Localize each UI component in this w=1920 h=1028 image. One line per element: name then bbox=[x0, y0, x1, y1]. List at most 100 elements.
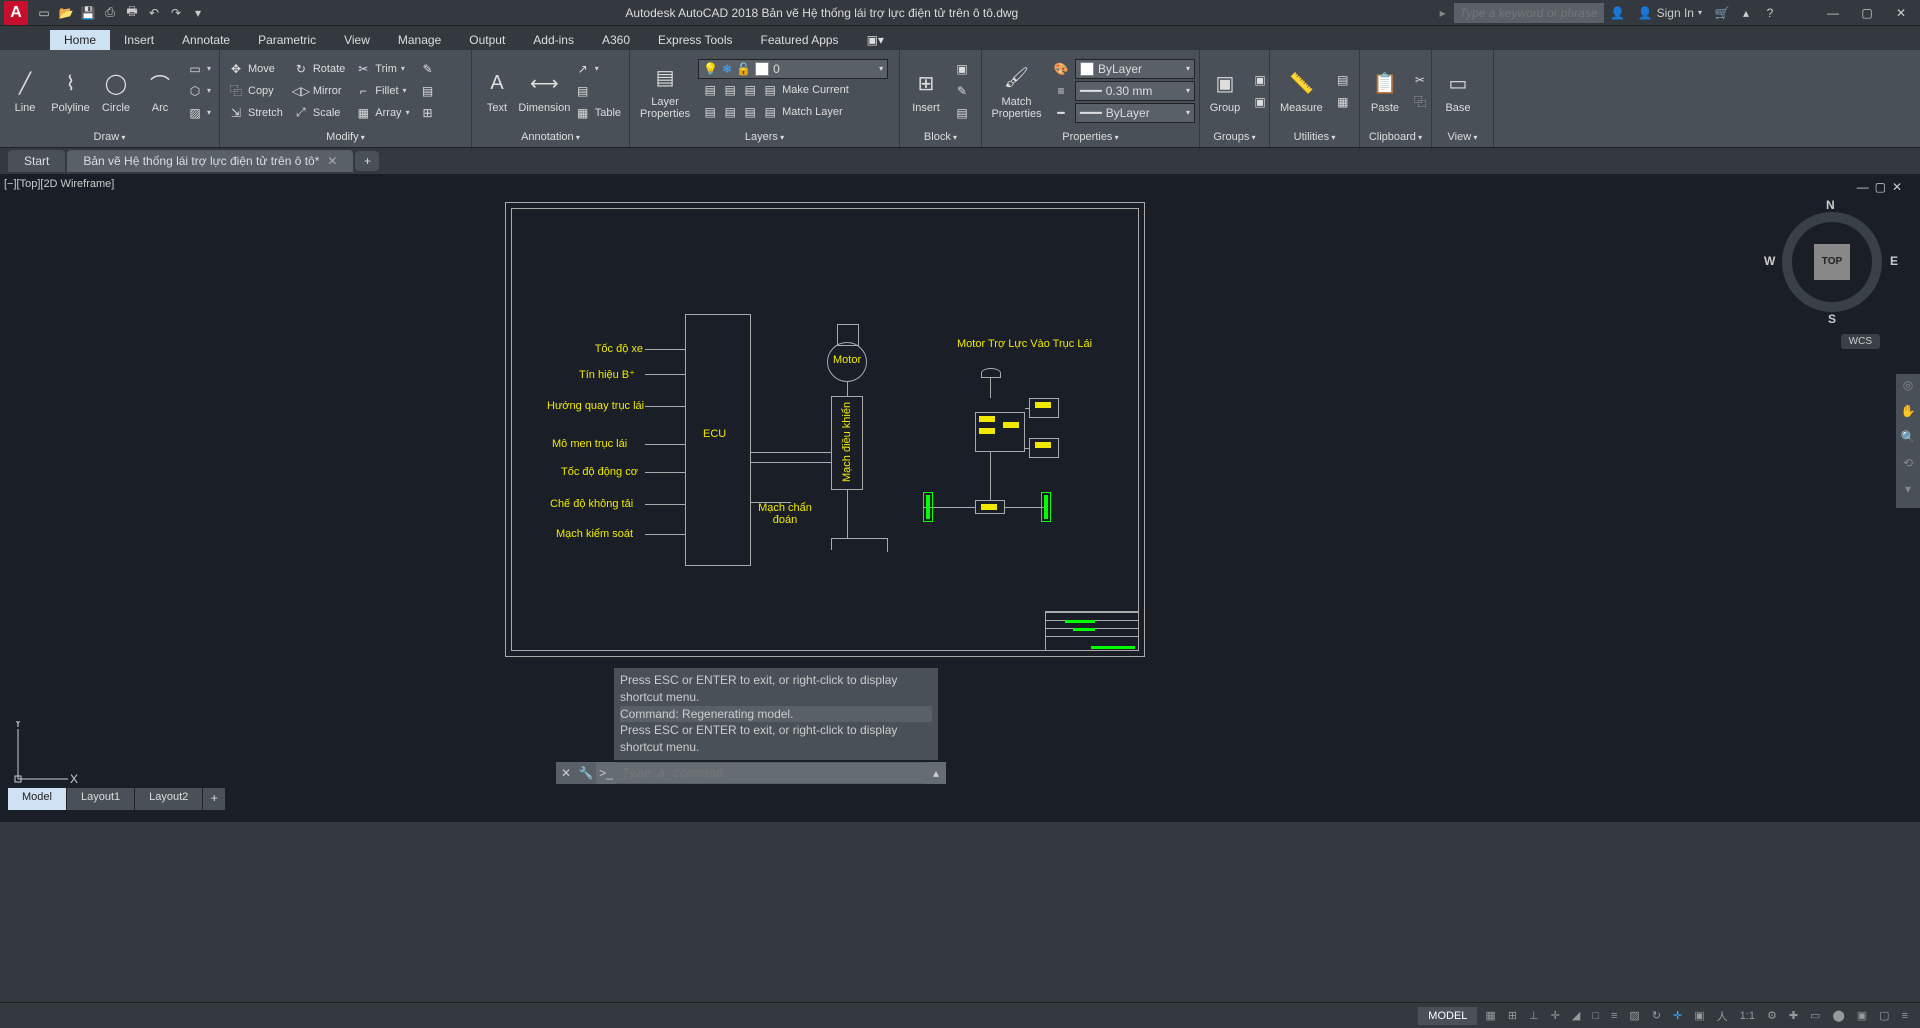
status-clean-icon[interactable]: ▢ bbox=[1875, 1007, 1893, 1024]
status-dyn-input-icon[interactable]: ✛ bbox=[1669, 1007, 1686, 1024]
save-icon[interactable]: 💾 bbox=[78, 3, 98, 23]
qat-dropdown-icon[interactable]: ▾ bbox=[188, 3, 208, 23]
scale-button[interactable]: ⤢Scale bbox=[289, 102, 349, 124]
app-logo[interactable]: A bbox=[4, 1, 28, 25]
tab-start[interactable]: Start bbox=[8, 150, 65, 172]
drawing-viewport[interactable]: [−][Top][2D Wireframe] — ▢ ✕ ECU Tốc độ … bbox=[0, 174, 1920, 822]
tab-view[interactable]: View bbox=[330, 30, 384, 50]
block-ext3[interactable]: ▤ bbox=[950, 102, 974, 124]
status-scale-value[interactable]: 1:1 bbox=[1736, 1008, 1759, 1024]
tab-overflow-icon[interactable]: ▣▾ bbox=[853, 30, 898, 50]
undo-icon[interactable]: ↶ bbox=[144, 3, 164, 23]
move-button[interactable]: ✥Move bbox=[224, 58, 287, 80]
status-hardware-icon[interactable]: ⬤ bbox=[1828, 1007, 1848, 1024]
block-ext2[interactable]: ✎ bbox=[950, 80, 974, 102]
modify-ext2[interactable]: ▤ bbox=[416, 80, 440, 102]
copy-button[interactable]: ⿻Copy bbox=[224, 80, 287, 102]
tab-express[interactable]: Express Tools bbox=[644, 30, 746, 50]
group-ext2[interactable]: ▣ bbox=[1248, 91, 1272, 113]
minimize-button[interactable]: — bbox=[1818, 3, 1848, 23]
makecurrent-button[interactable]: ▤▤▤▤Make Current bbox=[698, 79, 895, 101]
layout-tab-1[interactable]: Layout1 bbox=[67, 788, 135, 810]
status-lineweight-icon[interactable]: ≡ bbox=[1607, 1008, 1621, 1024]
status-ortho-icon[interactable]: ⊥ bbox=[1525, 1007, 1543, 1024]
util-ext2[interactable]: ▦ bbox=[1331, 91, 1355, 113]
prop-lt-btn[interactable]: ━ bbox=[1049, 102, 1073, 124]
print-icon[interactable]: 🖶 bbox=[122, 3, 142, 23]
status-grid-icon[interactable]: ▦ bbox=[1481, 1007, 1499, 1024]
polyline-button[interactable]: ⌇Polyline bbox=[48, 66, 93, 116]
tab-add-button[interactable]: + bbox=[355, 151, 379, 171]
vp-close-icon[interactable]: ✕ bbox=[1892, 180, 1902, 194]
status-3dosnap-icon[interactable]: ▣ bbox=[1690, 1007, 1708, 1024]
panel-block-title[interactable]: Block bbox=[904, 129, 977, 145]
prop-color-btn[interactable]: 🎨 bbox=[1049, 58, 1073, 80]
panel-utilities-title[interactable]: Utilities bbox=[1274, 129, 1355, 145]
search-input[interactable] bbox=[1454, 3, 1604, 23]
tab-home[interactable]: Home bbox=[50, 30, 110, 50]
tab-output[interactable]: Output bbox=[455, 30, 519, 50]
tab-close-icon[interactable]: ✕ bbox=[327, 154, 337, 168]
maximize-button[interactable]: ▢ bbox=[1852, 3, 1882, 23]
insert-button[interactable]: ⊞Insert bbox=[904, 66, 948, 116]
text-button[interactable]: AText bbox=[476, 66, 518, 116]
help-icon[interactable]: ? bbox=[1760, 6, 1780, 20]
panel-annotation-title[interactable]: Annotation bbox=[476, 129, 625, 145]
stretch-button[interactable]: ⇲Stretch bbox=[224, 102, 287, 124]
prop-lw-btn[interactable]: ≡ bbox=[1049, 80, 1073, 102]
close-button[interactable]: ✕ bbox=[1886, 3, 1916, 23]
viewcube-east[interactable]: E bbox=[1890, 254, 1898, 268]
status-osnap-icon[interactable]: □ bbox=[1588, 1008, 1603, 1024]
base-button[interactable]: ▭Base bbox=[1436, 66, 1480, 116]
draw-more2[interactable]: ⬡▾ bbox=[183, 80, 215, 102]
layout-tab-2[interactable]: Layout2 bbox=[135, 788, 203, 810]
new-icon[interactable]: ▭ bbox=[34, 3, 54, 23]
util-ext1[interactable]: ▤ bbox=[1331, 69, 1355, 91]
status-customize-icon[interactable]: ≡ bbox=[1898, 1008, 1912, 1024]
nav-zoom-icon[interactable]: 🔍 bbox=[1898, 430, 1918, 452]
viewcube-west[interactable]: W bbox=[1764, 254, 1775, 268]
group-button[interactable]: ▣Group bbox=[1204, 66, 1246, 116]
paste-button[interactable]: 📋Paste bbox=[1364, 66, 1406, 116]
viewcube-north[interactable]: N bbox=[1826, 198, 1835, 212]
matchprops-button[interactable]: 🖌Match Properties bbox=[986, 60, 1047, 122]
layer-dropdown[interactable]: 💡❄🔓0▾ bbox=[698, 59, 888, 79]
status-annot-icon[interactable]: 人 bbox=[1713, 1006, 1732, 1026]
draw-more3[interactable]: ▨▾ bbox=[183, 102, 215, 124]
status-cycling-icon[interactable]: ↻ bbox=[1648, 1007, 1665, 1024]
saveas-icon[interactable]: ⎙ bbox=[100, 3, 120, 23]
arc-button[interactable]: ⌒Arc bbox=[139, 66, 181, 116]
draw-more1[interactable]: ▭▾ bbox=[183, 58, 215, 80]
exchange-icon[interactable]: 🛒 bbox=[1712, 6, 1732, 20]
status-model-button[interactable]: MODEL bbox=[1418, 1007, 1477, 1025]
status-monitor-icon[interactable]: ▭ bbox=[1806, 1007, 1824, 1024]
panel-layers-title[interactable]: Layers bbox=[634, 129, 895, 145]
command-input[interactable] bbox=[616, 763, 926, 783]
line-button[interactable]: ╱Line bbox=[4, 66, 46, 116]
status-workspace-icon[interactable]: ✚ bbox=[1785, 1007, 1802, 1024]
fillet-button[interactable]: ⌐Fillet▾ bbox=[351, 80, 413, 102]
modify-ext3[interactable]: ⊞ bbox=[416, 102, 440, 124]
table-button[interactable]: ▦Table bbox=[571, 102, 625, 124]
status-transparency-icon[interactable]: ▨ bbox=[1625, 1007, 1643, 1024]
group-ext1[interactable]: ▣ bbox=[1248, 69, 1272, 91]
binoculars-icon[interactable]: 👤 bbox=[1608, 6, 1628, 20]
redo-icon[interactable]: ↷ bbox=[166, 3, 186, 23]
annot-ext[interactable]: ▤ bbox=[571, 80, 625, 102]
app-icon[interactable]: ▴ bbox=[1736, 6, 1756, 20]
leader-button[interactable]: ↗▾ bbox=[571, 58, 625, 80]
layout-tab-model[interactable]: Model bbox=[8, 788, 67, 810]
matchlayer-button[interactable]: ▤▤▤▤Match Layer bbox=[698, 101, 895, 123]
signin-button[interactable]: 👤 Sign In ▾ bbox=[1632, 6, 1708, 20]
status-snap-icon[interactable]: ⊞ bbox=[1504, 1007, 1521, 1024]
tab-parametric[interactable]: Parametric bbox=[244, 30, 330, 50]
status-isolate-icon[interactable]: ▣ bbox=[1853, 1007, 1871, 1024]
tab-annotate[interactable]: Annotate bbox=[168, 30, 244, 50]
tab-a360[interactable]: A360 bbox=[588, 30, 644, 50]
cmd-close-icon[interactable]: ✕ bbox=[556, 762, 576, 784]
cut-button[interactable]: ✂ bbox=[1408, 69, 1432, 91]
tab-insert[interactable]: Insert bbox=[110, 30, 168, 50]
color-dropdown[interactable]: ByLayer▾ bbox=[1075, 59, 1195, 79]
panel-view-title[interactable]: View bbox=[1436, 129, 1489, 145]
vp-minimize-icon[interactable]: — bbox=[1857, 180, 1869, 194]
